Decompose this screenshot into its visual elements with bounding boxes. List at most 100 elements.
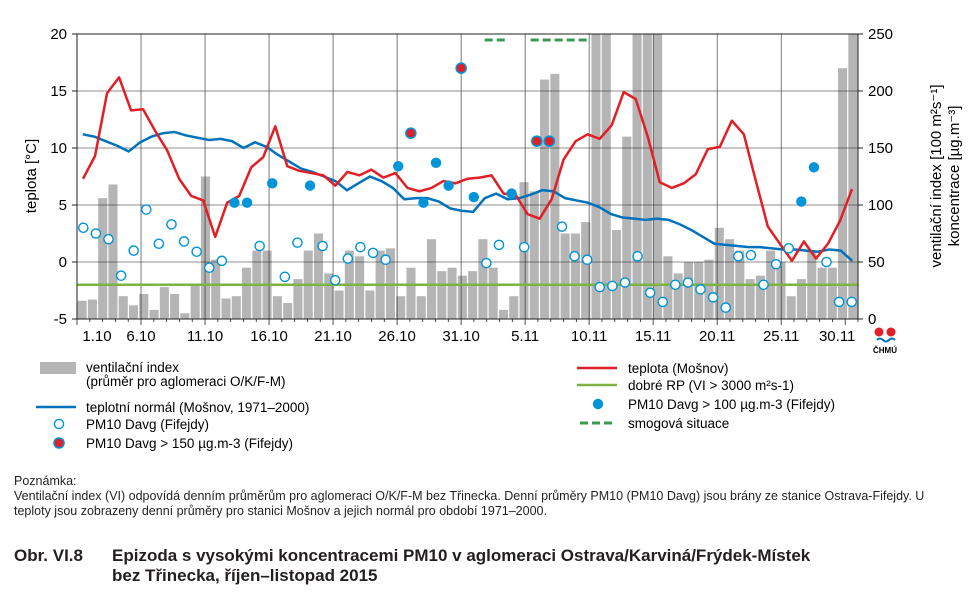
vi-bar [426,239,437,319]
vi-bar [437,271,447,319]
temperature-normal-line [82,130,854,262]
pm10-point [153,238,165,250]
x-tick-label: 6.10 [126,328,155,345]
right-tick-label: 150 [868,140,893,157]
vi-bar [293,279,303,319]
pm10-point-over100 [468,191,479,203]
x-tick-label: 26.10 [378,328,416,345]
vi-bar [77,300,87,319]
vi-bar [170,293,180,319]
vi-bar [622,136,632,319]
vi-bar [406,267,416,319]
vi-bar [396,296,406,319]
pm10-point [569,250,580,262]
x-tick-label: 25.11 [763,328,799,345]
pm10-point [745,249,757,261]
vi-bar [550,73,560,320]
vi-bar [231,296,241,319]
x-tick-label: 20.11 [699,328,735,345]
pm10-point [518,241,530,253]
vi-bar [673,273,683,319]
pm10-point [682,277,694,288]
pm10-point [619,277,631,288]
legend-label: PM10 Davg > 100 µg.m-3 (Fifejdy) [628,397,835,412]
legend-label: PM10 Davg > 150 µg.m-3 (Fifejdy) [86,436,293,451]
vi-bar [704,259,714,319]
right-axis-label-2: koncentrace [µg.m⁻³] [946,106,963,247]
pm10-point [115,270,127,281]
vi-bar [601,34,611,319]
vi-bar [488,267,498,319]
x-tick-label: 10.11 [571,328,607,345]
pm10-point [103,233,114,245]
vi-bar [211,259,221,319]
pm10-point [493,239,505,251]
pm10-point [317,240,328,252]
figure-title-line2: bez Třinecka, říjen–listopad 2015 [112,566,378,585]
vi-bar [642,34,652,319]
pm10-points [77,62,858,313]
legend: ventilační index(průměr pro aglomeraci O… [36,360,835,451]
pm10-point [607,280,618,292]
pm10-point-over100 [808,162,820,173]
pm10-point-over100 [796,196,807,207]
x-tick-label: 30.11 [819,328,855,345]
pm10-point-over100 [393,161,404,172]
pm10-point [178,236,190,247]
pm10-point [90,228,102,239]
pm10-point [203,262,215,274]
x-tick-label: 15.11 [635,328,671,345]
pm10-point-over150 [543,135,556,147]
vi-bar [159,287,169,319]
pm10-point [128,245,139,256]
vi-bar [128,305,139,319]
vi-bar [611,230,622,319]
legend-label: smogová situace [628,416,729,431]
left-tick-label: 5 [59,197,67,214]
vi-bar [560,233,570,319]
vi-bar [540,79,550,319]
note-title: Poznámka: [14,474,77,488]
left-axis-label: teplota [°C] [23,139,40,213]
vi-bar [365,290,375,319]
temperature-line [81,76,854,263]
vi-bar [725,239,735,319]
vi-bar [180,313,190,319]
pm10-point [216,255,228,267]
vi-bar [498,309,509,319]
x-tick-label: 1.10 [82,328,111,345]
vi-bar [118,296,128,319]
note-text: Ventilační index (VI) odpovídá denním pr… [14,489,925,518]
pm10-point-over100 [506,188,517,199]
right-tick-label: 100 [868,197,893,214]
pm10-point [254,240,265,252]
pm10-point [720,302,732,313]
vi-bar [355,256,365,319]
x-tick-label: 11.10 [187,328,223,345]
left-tick-label: 15 [50,83,67,100]
right-tick-label: 50 [868,254,885,271]
right-tick-label: 0 [868,311,876,328]
vi-bar [755,275,765,319]
legend-label: (průměr pro aglomeraci O/K/F-M) [86,374,286,389]
left-tick-label: -5 [54,311,67,328]
right-axis-label-1: ventilační index [100 m²s⁻¹] [928,85,945,268]
pm10-point-over150 [455,62,468,74]
vi-bar [468,271,478,319]
pm10-point-over150 [530,135,543,147]
left-tick-label: 20 [50,26,67,43]
vi-bar [796,279,807,319]
pm10-point [279,271,291,283]
pm10-point [770,258,782,270]
pm10-point-over100 [241,197,253,208]
vi-bar [283,303,293,319]
pm10-point [707,292,719,303]
pm10-point-over100 [267,178,278,189]
pm10-point [191,246,202,258]
left-tick-label: 0 [59,254,67,271]
pm10-point-over100 [430,157,442,169]
vi-bar [272,296,282,319]
pm10-point [846,296,858,308]
